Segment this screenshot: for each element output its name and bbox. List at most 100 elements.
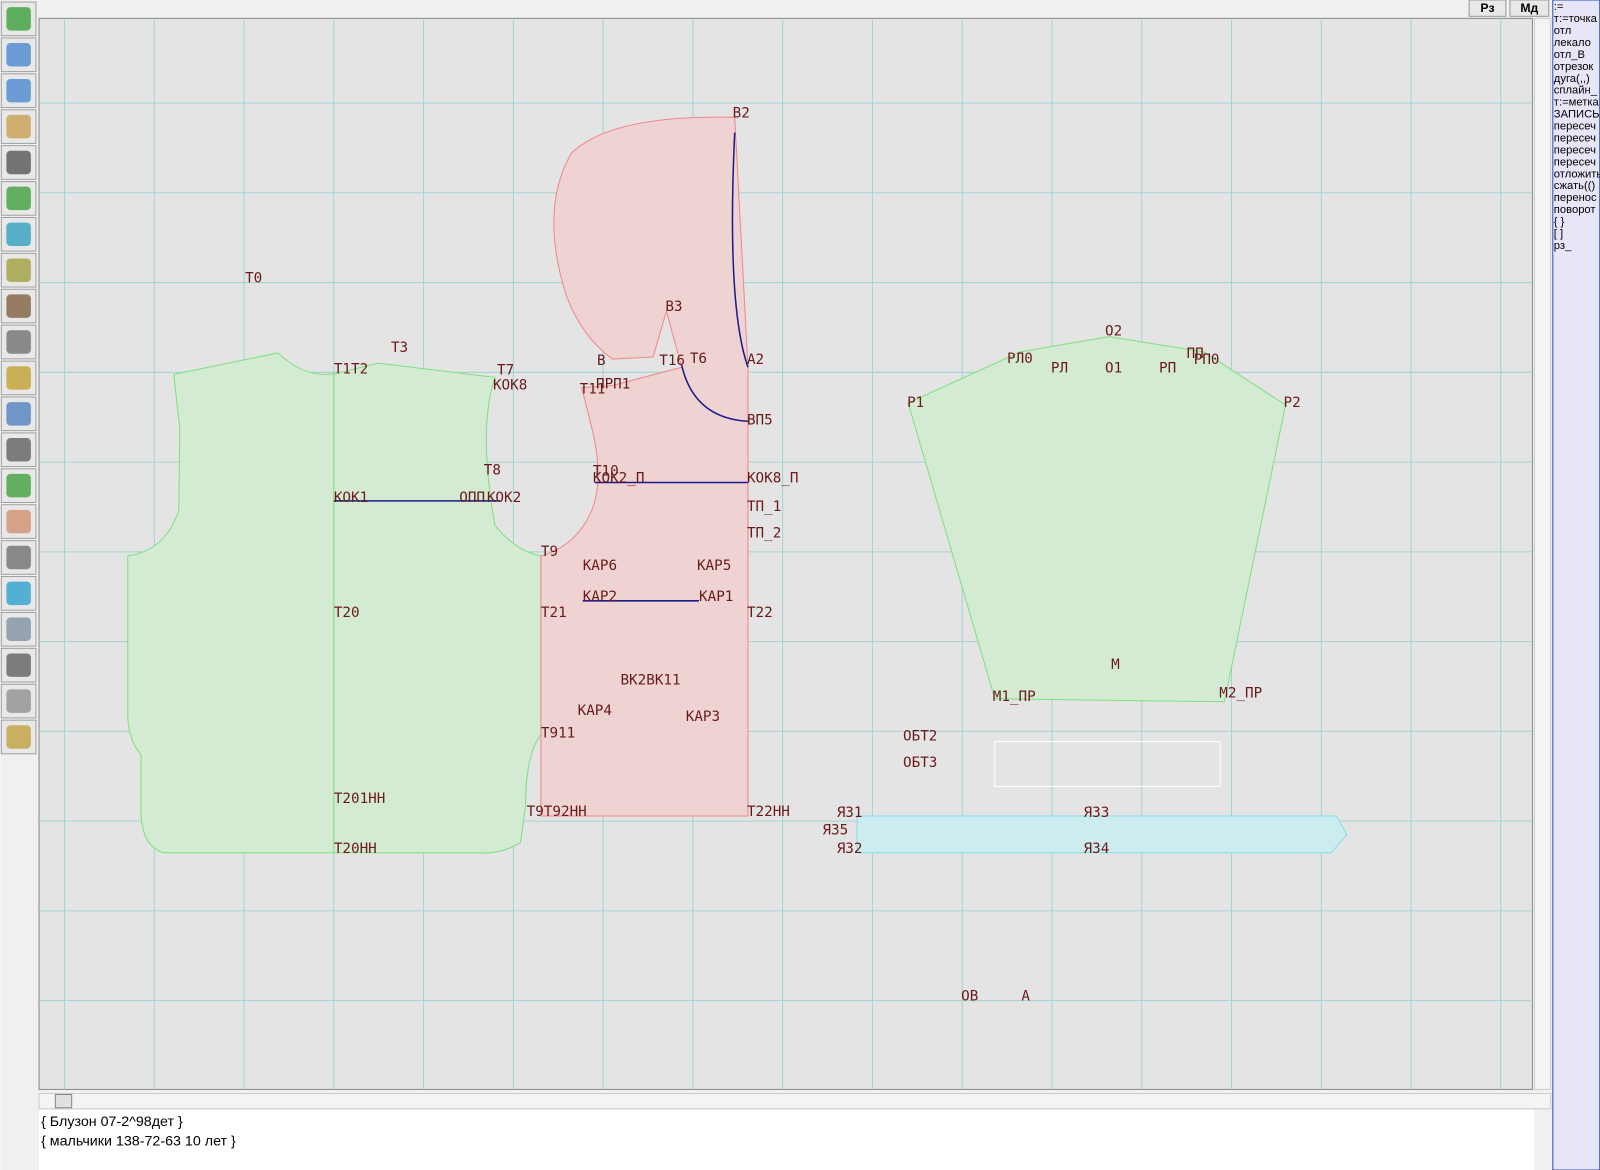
point-label[interactable]: Я32	[837, 841, 863, 857]
command-item[interactable]: { }	[1554, 216, 1565, 228]
command-item[interactable]: сжать(()	[1554, 180, 1596, 192]
command-item[interactable]: лекало	[1554, 37, 1591, 49]
horizontal-scrollbar[interactable]	[38, 1092, 1552, 1110]
button-md[interactable]	[1509, 0, 1550, 17]
point-label[interactable]: КАР4	[578, 703, 612, 719]
point-label[interactable]: ОПП	[459, 490, 485, 506]
point-label[interactable]: Р1	[907, 395, 924, 411]
command-item[interactable]: [ ]	[1554, 228, 1563, 240]
point-label[interactable]: ВК2ВК11	[620, 672, 680, 688]
command-item[interactable]: т:=точка	[1554, 13, 1598, 25]
point-label[interactable]: Т9Т92НН	[527, 804, 587, 820]
point-label[interactable]: ОБТ3	[903, 755, 937, 771]
point-label[interactable]: Т911	[541, 725, 575, 741]
point-label[interactable]: Т22	[747, 605, 773, 621]
point-label[interactable]: Т21	[541, 605, 567, 621]
facing-curve	[680, 132, 749, 423]
point-label[interactable]: Я34	[1084, 841, 1110, 857]
yoke-lines	[333, 481, 748, 602]
command-item[interactable]: перенос	[1554, 192, 1597, 204]
vertical-scrollbar[interactable]	[1533, 17, 1552, 1090]
point-label[interactable]: ТП_2	[747, 526, 781, 542]
tool-icon	[6, 366, 31, 390]
point-label[interactable]: ТП_1	[747, 499, 781, 515]
command-item[interactable]: отл_В	[1554, 49, 1585, 61]
scroll-thumb[interactable]	[54, 1094, 73, 1109]
tool-icon	[6, 43, 31, 67]
point-label[interactable]: М2_ПР	[1219, 686, 1262, 702]
point-label[interactable]: ОВ	[961, 989, 978, 1005]
tool-icon	[6, 150, 31, 175]
point-label[interactable]: Т8	[484, 462, 501, 478]
point-label[interactable]: Т1Т2	[334, 361, 368, 377]
command-item[interactable]: ЗАПИСЬ	[1554, 109, 1600, 121]
point-label[interactable]: РЛ0	[1007, 351, 1033, 367]
point-label[interactable]: КАР3	[686, 709, 720, 725]
point-label[interactable]: КОК8	[493, 378, 527, 394]
point-label[interactable]: ПРП1	[596, 377, 630, 393]
point-label[interactable]: Т10	[593, 463, 619, 479]
point-label[interactable]: КОК8_П	[747, 470, 799, 486]
point-label[interactable]: КАР6	[583, 558, 617, 574]
command-item[interactable]: отрезок	[1554, 61, 1594, 73]
point-label[interactable]: ВП5	[747, 412, 773, 428]
point-label[interactable]: РП0	[1194, 352, 1220, 368]
tool-icon	[6, 186, 31, 211]
point-label[interactable]: Т22НН	[747, 804, 790, 820]
command-item[interactable]: пересеч	[1554, 132, 1596, 144]
point-label[interactable]: Т16	[659, 353, 685, 369]
tool-icon	[6, 545, 31, 570]
tool-icon	[6, 473, 31, 498]
command-item[interactable]: дуга(,,)	[1554, 73, 1590, 85]
command-item[interactable]: пересеч	[1554, 144, 1596, 156]
point-label[interactable]: КАР1	[699, 589, 733, 605]
point-label[interactable]: А2	[747, 352, 764, 368]
point-label[interactable]: Т0	[245, 271, 262, 287]
button-rz[interactable]	[1468, 0, 1507, 17]
point-label[interactable]: Т7	[497, 362, 514, 378]
comment-line: { Блузон 07-2^98дет }	[41, 1114, 183, 1130]
strip-piece[interactable]	[856, 815, 1348, 854]
point-label[interactable]: Я35	[822, 822, 848, 838]
command-item[interactable]: :=	[1554, 1, 1564, 13]
point-label[interactable]: Т201НН	[334, 791, 386, 807]
command-item[interactable]: рз_	[1554, 240, 1572, 252]
point-label[interactable]: Я31	[837, 805, 863, 821]
point-label[interactable]: О1	[1105, 360, 1122, 376]
point-label[interactable]: Т9	[541, 544, 558, 560]
command-item[interactable]: пересеч	[1554, 156, 1596, 168]
point-label[interactable]: ОБТ2	[903, 729, 937, 745]
point-label[interactable]: КОК1	[334, 490, 368, 506]
point-label[interactable]: КАР5	[697, 558, 731, 574]
command-item[interactable]: поворот	[1554, 204, 1596, 216]
point-label[interactable]: М	[1111, 657, 1120, 673]
point-label[interactable]: В2	[733, 105, 750, 121]
point-label[interactable]: РЛ	[1051, 360, 1068, 376]
point-label[interactable]: Р2	[1284, 395, 1301, 411]
point-label[interactable]: Я33	[1084, 805, 1110, 821]
point-label[interactable]: Т20НН	[334, 841, 377, 857]
point-label[interactable]: Т6	[690, 351, 707, 367]
point-label[interactable]: А	[1021, 989, 1030, 1005]
point-label[interactable]: О2	[1105, 324, 1122, 340]
point-label[interactable]: КОК2	[487, 490, 521, 506]
command-item[interactable]: т:=метка	[1554, 97, 1600, 109]
point-label[interactable]: КАР2	[583, 589, 617, 605]
point-label[interactable]: Т11	[580, 382, 606, 398]
point-label[interactable]: Т20	[334, 605, 360, 621]
point-label[interactable]: Т3	[391, 340, 408, 356]
collar-frame	[994, 741, 1221, 787]
sleeve-piece[interactable]	[907, 336, 1287, 703]
command-item[interactable]: отложить	[1554, 168, 1600, 180]
point-label[interactable]: КОК2_П	[593, 470, 645, 486]
point-label[interactable]: В	[597, 353, 606, 369]
point-label[interactable]: ПП	[1187, 346, 1204, 362]
point-label[interactable]: В3	[665, 299, 682, 315]
command-item[interactable]: сплайн_	[1554, 85, 1598, 97]
command-item[interactable]: отл	[1554, 25, 1571, 37]
front-piece[interactable]	[540, 116, 749, 817]
point-label[interactable]: РП	[1159, 360, 1176, 376]
command-item[interactable]: пересеч	[1554, 121, 1596, 133]
point-label[interactable]: М1_ПР	[993, 689, 1036, 705]
